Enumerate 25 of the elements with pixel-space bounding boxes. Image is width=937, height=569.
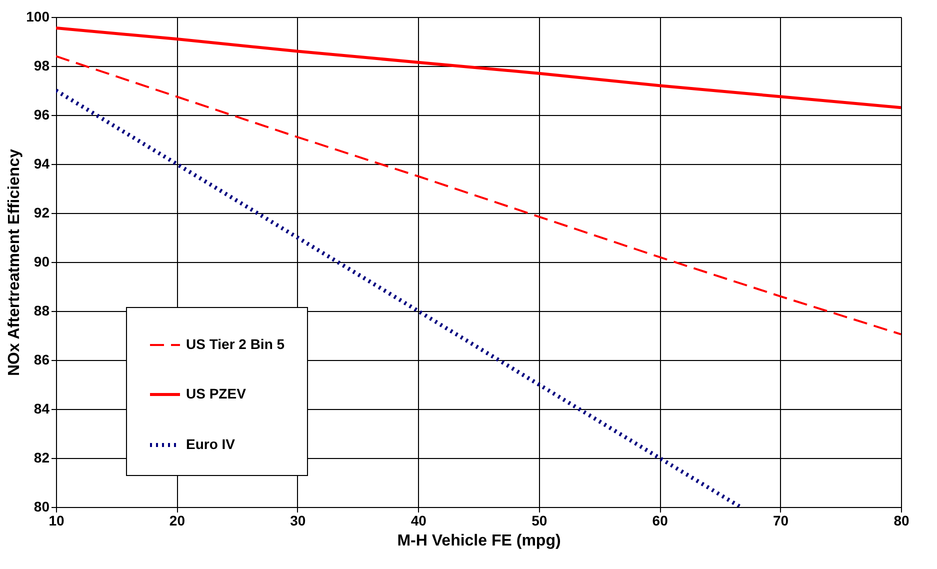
y-tick-label: 88 [34, 302, 50, 318]
y-tick-label: 98 [34, 58, 50, 74]
x-tick-label: 30 [290, 512, 306, 528]
x-axis-title: M-H Vehicle FE (mpg) [397, 532, 561, 550]
x-tick-label: 10 [48, 512, 64, 528]
legend-label: US PZEV [186, 386, 247, 402]
line-series [56, 88, 742, 507]
y-tick-label: 92 [34, 204, 50, 220]
legend-label: US Tier 2 Bin 5 [186, 336, 285, 352]
y-tick-label: 86 [34, 352, 50, 368]
y-tick-label: 90 [34, 254, 50, 270]
y-tick-label: 100 [26, 8, 50, 24]
x-tick-label: 60 [652, 512, 668, 528]
x-tick-label: 70 [772, 512, 789, 528]
x-tick-label: 80 [894, 512, 910, 528]
legend-label: Euro IV [186, 436, 236, 452]
y-tick-label: 96 [34, 106, 50, 122]
y-tick-label: 80 [34, 498, 50, 514]
x-tick-label: 40 [410, 512, 427, 528]
x-tick-label: 20 [169, 512, 186, 528]
y-axis-title: NOx Aftertreatment Efficiency [6, 148, 24, 376]
y-tick-label: 94 [34, 156, 50, 172]
x-tick-label: 50 [532, 512, 548, 528]
y-tick-label: 82 [34, 450, 50, 466]
y-tick-label: 84 [34, 400, 50, 416]
